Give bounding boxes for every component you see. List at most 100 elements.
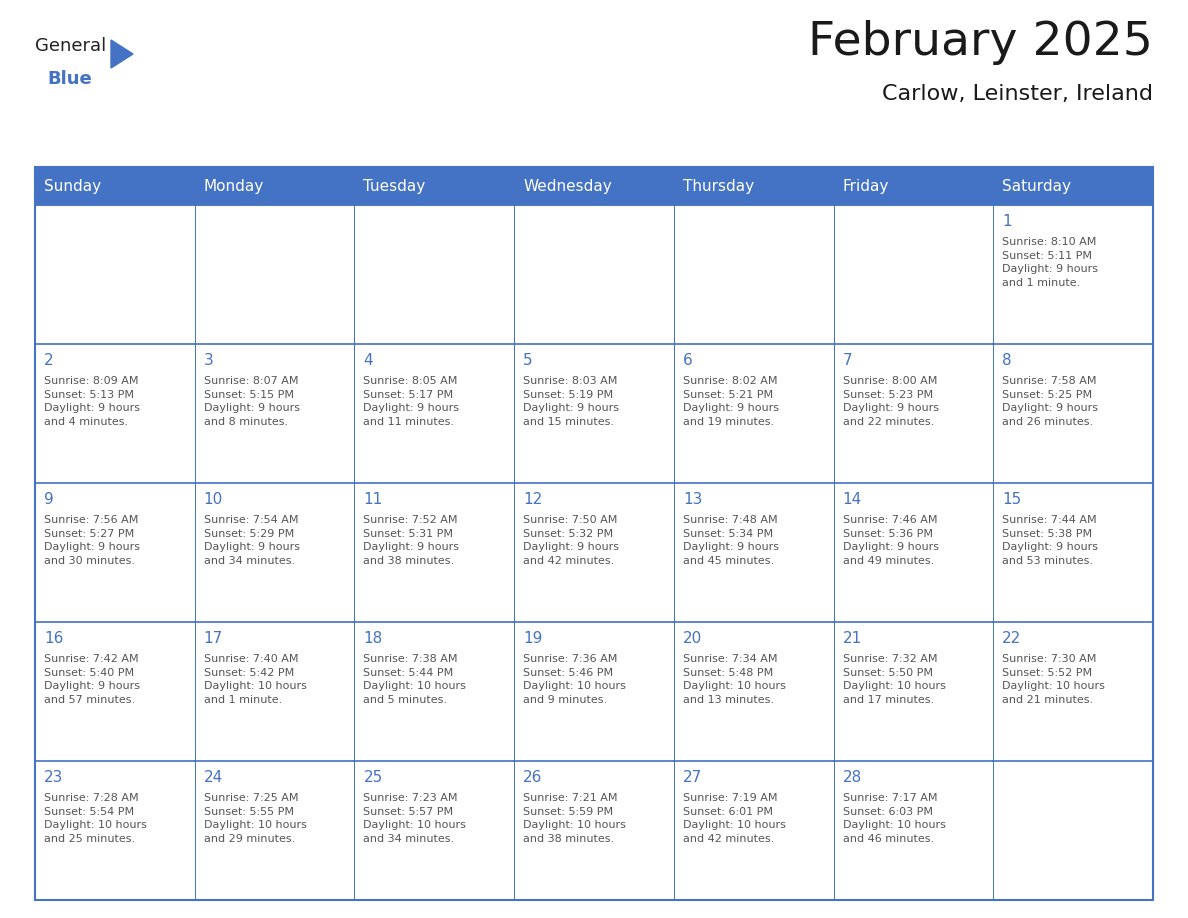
Text: 4: 4: [364, 353, 373, 368]
Text: Sunrise: 7:44 AM
Sunset: 5:38 PM
Daylight: 9 hours
and 53 minutes.: Sunrise: 7:44 AM Sunset: 5:38 PM Dayligh…: [1003, 515, 1098, 565]
Bar: [993, 167, 1154, 205]
Text: Carlow, Leinster, Ireland: Carlow, Leinster, Ireland: [881, 84, 1154, 104]
Bar: [34, 205, 195, 344]
Text: 26: 26: [523, 770, 543, 785]
Bar: [674, 761, 834, 900]
Bar: [514, 483, 674, 622]
Text: 28: 28: [842, 770, 861, 785]
Bar: [514, 344, 674, 483]
Bar: [195, 483, 354, 622]
Text: Blue: Blue: [48, 70, 91, 88]
Text: 15: 15: [1003, 492, 1022, 507]
Text: 22: 22: [1003, 631, 1022, 646]
Text: Sunrise: 7:46 AM
Sunset: 5:36 PM
Daylight: 9 hours
and 49 minutes.: Sunrise: 7:46 AM Sunset: 5:36 PM Dayligh…: [842, 515, 939, 565]
Bar: [993, 205, 1154, 344]
Text: 16: 16: [44, 631, 63, 646]
Text: 27: 27: [683, 770, 702, 785]
Text: Tuesday: Tuesday: [364, 178, 425, 194]
Bar: [834, 622, 993, 761]
Text: Sunrise: 7:48 AM
Sunset: 5:34 PM
Daylight: 9 hours
and 45 minutes.: Sunrise: 7:48 AM Sunset: 5:34 PM Dayligh…: [683, 515, 779, 565]
Text: Thursday: Thursday: [683, 178, 754, 194]
Bar: [195, 205, 354, 344]
Bar: [514, 167, 674, 205]
Text: 8: 8: [1003, 353, 1012, 368]
Bar: [34, 344, 195, 483]
Bar: [514, 622, 674, 761]
Text: Sunrise: 7:34 AM
Sunset: 5:48 PM
Daylight: 10 hours
and 13 minutes.: Sunrise: 7:34 AM Sunset: 5:48 PM Dayligh…: [683, 654, 785, 705]
Text: 17: 17: [203, 631, 223, 646]
Bar: [514, 761, 674, 900]
Bar: [34, 167, 195, 205]
Bar: [34, 483, 195, 622]
Text: 21: 21: [842, 631, 861, 646]
Text: 7: 7: [842, 353, 852, 368]
Bar: [834, 344, 993, 483]
Bar: [354, 205, 514, 344]
Text: Sunrise: 8:00 AM
Sunset: 5:23 PM
Daylight: 9 hours
and 22 minutes.: Sunrise: 8:00 AM Sunset: 5:23 PM Dayligh…: [842, 376, 939, 427]
Text: Sunday: Sunday: [44, 178, 101, 194]
Text: Sunrise: 7:40 AM
Sunset: 5:42 PM
Daylight: 10 hours
and 1 minute.: Sunrise: 7:40 AM Sunset: 5:42 PM Dayligh…: [203, 654, 307, 705]
Bar: [195, 167, 354, 205]
Text: 6: 6: [683, 353, 693, 368]
Bar: [834, 761, 993, 900]
Bar: [993, 483, 1154, 622]
Text: Sunrise: 7:42 AM
Sunset: 5:40 PM
Daylight: 9 hours
and 57 minutes.: Sunrise: 7:42 AM Sunset: 5:40 PM Dayligh…: [44, 654, 140, 705]
Bar: [195, 622, 354, 761]
Text: Sunrise: 7:23 AM
Sunset: 5:57 PM
Daylight: 10 hours
and 34 minutes.: Sunrise: 7:23 AM Sunset: 5:57 PM Dayligh…: [364, 793, 467, 844]
Text: 1: 1: [1003, 214, 1012, 229]
Text: Sunrise: 7:32 AM
Sunset: 5:50 PM
Daylight: 10 hours
and 17 minutes.: Sunrise: 7:32 AM Sunset: 5:50 PM Dayligh…: [842, 654, 946, 705]
Text: 18: 18: [364, 631, 383, 646]
Text: Sunrise: 7:50 AM
Sunset: 5:32 PM
Daylight: 9 hours
and 42 minutes.: Sunrise: 7:50 AM Sunset: 5:32 PM Dayligh…: [523, 515, 619, 565]
Text: Sunrise: 8:09 AM
Sunset: 5:13 PM
Daylight: 9 hours
and 4 minutes.: Sunrise: 8:09 AM Sunset: 5:13 PM Dayligh…: [44, 376, 140, 427]
Bar: [834, 167, 993, 205]
Text: 25: 25: [364, 770, 383, 785]
Text: Sunrise: 7:17 AM
Sunset: 6:03 PM
Daylight: 10 hours
and 46 minutes.: Sunrise: 7:17 AM Sunset: 6:03 PM Dayligh…: [842, 793, 946, 844]
Bar: [674, 167, 834, 205]
Text: 3: 3: [203, 353, 214, 368]
Text: 9: 9: [44, 492, 53, 507]
Bar: [195, 761, 354, 900]
Text: Sunrise: 7:30 AM
Sunset: 5:52 PM
Daylight: 10 hours
and 21 minutes.: Sunrise: 7:30 AM Sunset: 5:52 PM Dayligh…: [1003, 654, 1105, 705]
Bar: [674, 344, 834, 483]
Bar: [354, 344, 514, 483]
Text: 13: 13: [683, 492, 702, 507]
Polygon shape: [110, 40, 133, 68]
Text: Sunrise: 7:36 AM
Sunset: 5:46 PM
Daylight: 10 hours
and 9 minutes.: Sunrise: 7:36 AM Sunset: 5:46 PM Dayligh…: [523, 654, 626, 705]
Text: Sunrise: 7:52 AM
Sunset: 5:31 PM
Daylight: 9 hours
and 38 minutes.: Sunrise: 7:52 AM Sunset: 5:31 PM Dayligh…: [364, 515, 460, 565]
Text: Sunrise: 7:58 AM
Sunset: 5:25 PM
Daylight: 9 hours
and 26 minutes.: Sunrise: 7:58 AM Sunset: 5:25 PM Dayligh…: [1003, 376, 1098, 427]
Bar: [34, 761, 195, 900]
Bar: [34, 167, 1154, 900]
Text: 11: 11: [364, 492, 383, 507]
Text: Sunrise: 8:10 AM
Sunset: 5:11 PM
Daylight: 9 hours
and 1 minute.: Sunrise: 8:10 AM Sunset: 5:11 PM Dayligh…: [1003, 237, 1098, 288]
Bar: [834, 205, 993, 344]
Text: Sunrise: 8:03 AM
Sunset: 5:19 PM
Daylight: 9 hours
and 15 minutes.: Sunrise: 8:03 AM Sunset: 5:19 PM Dayligh…: [523, 376, 619, 427]
Text: Saturday: Saturday: [1003, 178, 1072, 194]
Text: Sunrise: 7:28 AM
Sunset: 5:54 PM
Daylight: 10 hours
and 25 minutes.: Sunrise: 7:28 AM Sunset: 5:54 PM Dayligh…: [44, 793, 147, 844]
Text: 24: 24: [203, 770, 223, 785]
Bar: [354, 483, 514, 622]
Text: Wednesday: Wednesday: [523, 178, 612, 194]
Text: 14: 14: [842, 492, 861, 507]
Bar: [514, 205, 674, 344]
Text: 20: 20: [683, 631, 702, 646]
Bar: [354, 167, 514, 205]
Bar: [354, 622, 514, 761]
Text: Sunrise: 7:19 AM
Sunset: 6:01 PM
Daylight: 10 hours
and 42 minutes.: Sunrise: 7:19 AM Sunset: 6:01 PM Dayligh…: [683, 793, 785, 844]
Text: 10: 10: [203, 492, 223, 507]
Text: Sunrise: 8:05 AM
Sunset: 5:17 PM
Daylight: 9 hours
and 11 minutes.: Sunrise: 8:05 AM Sunset: 5:17 PM Dayligh…: [364, 376, 460, 427]
Text: Sunrise: 7:54 AM
Sunset: 5:29 PM
Daylight: 9 hours
and 34 minutes.: Sunrise: 7:54 AM Sunset: 5:29 PM Dayligh…: [203, 515, 299, 565]
Text: General: General: [34, 37, 106, 55]
Text: Sunrise: 8:07 AM
Sunset: 5:15 PM
Daylight: 9 hours
and 8 minutes.: Sunrise: 8:07 AM Sunset: 5:15 PM Dayligh…: [203, 376, 299, 427]
Text: Sunrise: 8:02 AM
Sunset: 5:21 PM
Daylight: 9 hours
and 19 minutes.: Sunrise: 8:02 AM Sunset: 5:21 PM Dayligh…: [683, 376, 779, 427]
Text: Sunrise: 7:38 AM
Sunset: 5:44 PM
Daylight: 10 hours
and 5 minutes.: Sunrise: 7:38 AM Sunset: 5:44 PM Dayligh…: [364, 654, 467, 705]
Text: Sunrise: 7:56 AM
Sunset: 5:27 PM
Daylight: 9 hours
and 30 minutes.: Sunrise: 7:56 AM Sunset: 5:27 PM Dayligh…: [44, 515, 140, 565]
Bar: [674, 205, 834, 344]
Text: 2: 2: [44, 353, 53, 368]
Bar: [834, 483, 993, 622]
Text: 12: 12: [523, 492, 543, 507]
Text: February 2025: February 2025: [808, 20, 1154, 65]
Text: 5: 5: [523, 353, 532, 368]
Bar: [993, 761, 1154, 900]
Bar: [195, 344, 354, 483]
Bar: [993, 344, 1154, 483]
